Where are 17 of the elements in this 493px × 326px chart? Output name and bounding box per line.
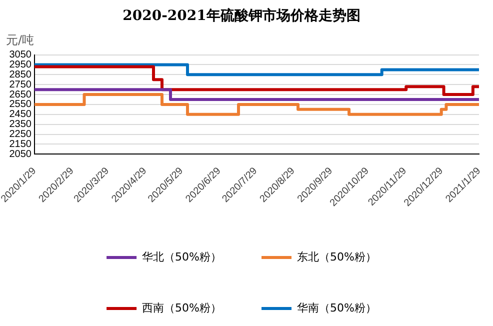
- y-tick-label: 2550: [9, 99, 32, 110]
- y-tick-label: 2750: [9, 79, 32, 90]
- y-tick-label: 2850: [9, 69, 32, 80]
- legend-label: 华南（50%粉）: [297, 301, 376, 314]
- y-tick-label: 2150: [9, 138, 32, 150]
- chart-title: 2020-2021年硫酸钾市场价格走势图: [122, 7, 360, 24]
- legend-label: 华北（50%粉）: [142, 250, 222, 264]
- y-tick-label: 2450: [9, 109, 32, 120]
- y-tick-label: 2250: [9, 129, 32, 140]
- legend-label: 西南（50%粉）: [142, 301, 222, 314]
- legend-label: 东北（50%粉）: [297, 250, 376, 264]
- y-tick-label: 2950: [9, 59, 32, 70]
- y-axis-title: 元/吨: [6, 32, 34, 47]
- y-tick-label: 2350: [9, 119, 32, 130]
- y-tick-label: 3050: [9, 50, 32, 61]
- y-tick-label: 2650: [9, 89, 32, 100]
- y-tick-label: 2050: [9, 148, 32, 160]
